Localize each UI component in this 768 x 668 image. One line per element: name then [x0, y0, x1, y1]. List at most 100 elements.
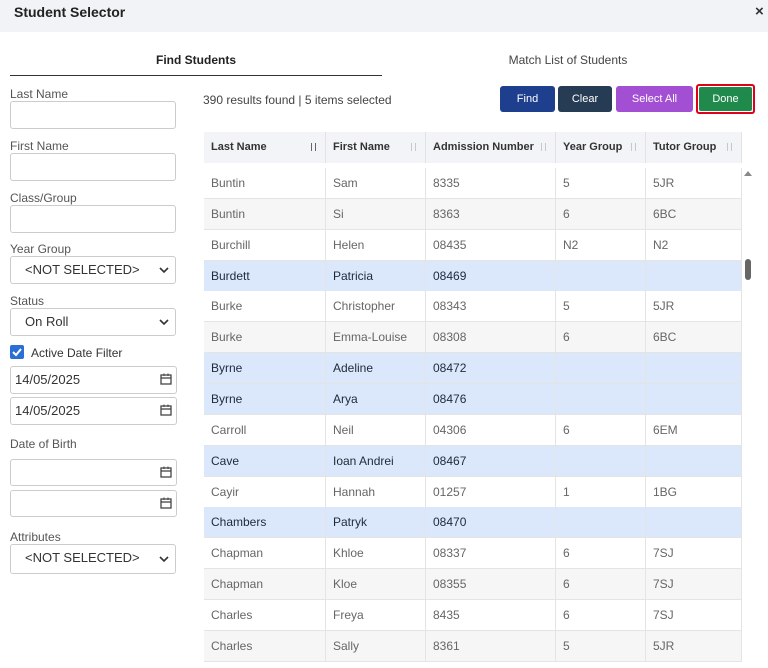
table-cell: 8363 [426, 198, 556, 229]
table-cell [556, 353, 646, 384]
table-cell [556, 383, 646, 414]
field-label: Attributes [10, 530, 61, 544]
table-cell: 6EM [646, 414, 742, 445]
table-cell: Byrne [204, 383, 326, 414]
table-cell: 6 [556, 569, 646, 600]
table-cell: 08337 [426, 538, 556, 569]
selected-row[interactable]: Chambers Patryk 08470 [204, 507, 742, 539]
table-cell: 6 [556, 538, 646, 569]
table-cell: Sam [326, 168, 426, 198]
table-row[interactable]: Buntin Sam 8335 5 5JR [204, 168, 742, 199]
chevron [159, 319, 169, 326]
table-row[interactable]: Charles Sally 8361 5 5JR [204, 630, 742, 662]
table-cell: 08308 [426, 322, 556, 353]
date-value: 14/05/2025 [15, 403, 81, 418]
chevron [159, 267, 169, 274]
table-cell: Kloe [326, 569, 426, 600]
column-header[interactable]: Year Group [556, 132, 646, 163]
table-cell: 8361 [426, 630, 556, 661]
column-header[interactable]: Admission Number [426, 132, 556, 163]
table-row[interactable]: Cayir Hannah 01257 1 1BG [204, 476, 742, 508]
table-cell: 7SJ [646, 569, 742, 600]
table-cell: Helen [326, 229, 426, 260]
clear-button[interactable]: Clear [558, 86, 612, 112]
tab[interactable]: Find Students [156, 53, 236, 67]
column-header[interactable]: Tutor Group [646, 132, 742, 163]
selected-row[interactable]: Cave Ioan Andrei 08467 [204, 445, 742, 477]
text-input[interactable] [10, 205, 176, 233]
table-cell: 08476 [426, 383, 556, 414]
tab[interactable]: Match List of Students [508, 53, 628, 67]
table-cell: 6 [556, 198, 646, 229]
table-cell: Charles [204, 599, 326, 630]
table-cell: Ioan Andrei [326, 445, 426, 476]
scrollbar-thumb[interactable] [745, 259, 751, 280]
select[interactable]: <NOT SELECTED> [10, 544, 176, 574]
table-row[interactable]: Charles Freya 8435 6 7SJ [204, 599, 742, 631]
table-cell [646, 353, 742, 384]
calendar-icon [160, 404, 172, 416]
sort-icon [539, 132, 548, 163]
table-cell [556, 507, 646, 538]
table-cell: Patryk [326, 507, 426, 538]
table-cell: Patricia [326, 260, 426, 291]
done-button[interactable]: Done [696, 84, 755, 114]
select-all-button[interactable]: Select All [616, 86, 693, 112]
selected-row[interactable]: Byrne Adeline 08472 [204, 353, 742, 385]
date-input[interactable] [10, 490, 177, 517]
table-row[interactable]: Burke Christopher 08343 5 5JR [204, 291, 742, 323]
select[interactable]: <NOT SELECTED> [10, 256, 176, 284]
checkbox-label: Active Date Filter [31, 346, 123, 360]
header-bar [0, 0, 768, 32]
table-cell: Sally [326, 630, 426, 661]
text-input[interactable] [10, 153, 176, 181]
table-cell: 5JR [646, 630, 742, 661]
table-cell: Hannah [326, 476, 426, 507]
table-row[interactable]: Chapman Kloe 08355 6 7SJ [204, 569, 742, 601]
sort-icon [725, 132, 734, 163]
table-cell [646, 445, 742, 476]
table-cell: Carroll [204, 414, 326, 445]
results-summary: 390 results found | 5 items selected [203, 93, 392, 107]
field-label: First Name [10, 139, 69, 153]
date-input[interactable]: 14/05/2025 [10, 366, 177, 394]
table-row[interactable]: Carroll Neil 04306 6 6EM [204, 414, 742, 446]
table-cell: Emma-Louise [326, 322, 426, 353]
table-cell: 5JR [646, 291, 742, 322]
column-header[interactable]: Last Name [204, 132, 326, 163]
select[interactable]: On Roll [10, 308, 176, 336]
select-value: <NOT SELECTED> [25, 262, 140, 277]
scroll-up[interactable] [743, 169, 753, 177]
table-cell: 6BC [646, 198, 742, 229]
table-cell: 08435 [426, 229, 556, 260]
table-cell: 6 [556, 599, 646, 630]
table-row[interactable]: Chapman Khloe 08337 6 7SJ [204, 538, 742, 570]
field-label: Class/Group [10, 191, 77, 205]
button-label: Select All [631, 93, 678, 105]
text-input[interactable] [10, 101, 176, 129]
close-button[interactable]: × [755, 3, 764, 20]
table-cell: Burchill [204, 229, 326, 260]
table-row[interactable]: Burchill Helen 08435 N2 N2 [204, 229, 742, 261]
table-cell: 1 [556, 476, 646, 507]
sort-icon [309, 132, 318, 163]
table-cell: Chapman [204, 538, 326, 569]
find-button[interactable]: Find [500, 86, 555, 112]
tab-underline [10, 75, 382, 76]
table-row[interactable]: Buntin Si 8363 6 6BC [204, 198, 742, 230]
field-label: Last Name [10, 87, 69, 101]
date-input[interactable]: 14/05/2025 [10, 397, 177, 425]
done-button-face: Done [699, 87, 752, 111]
table-cell: Chapman [204, 569, 326, 600]
table-cell [556, 445, 646, 476]
selected-row[interactable]: Byrne Arya 08476 [204, 383, 742, 415]
table-cell: Neil [326, 414, 426, 445]
table-row[interactable]: Burke Emma-Louise 08308 6 6BC [204, 322, 742, 354]
checkbox[interactable] [10, 345, 24, 359]
table-cell: 08355 [426, 569, 556, 600]
selected-row[interactable]: Burdett Patricia 08469 [204, 260, 742, 292]
date-input[interactable] [10, 459, 177, 486]
column-header[interactable]: First Name [326, 132, 426, 163]
table-cell: Burdett [204, 260, 326, 291]
